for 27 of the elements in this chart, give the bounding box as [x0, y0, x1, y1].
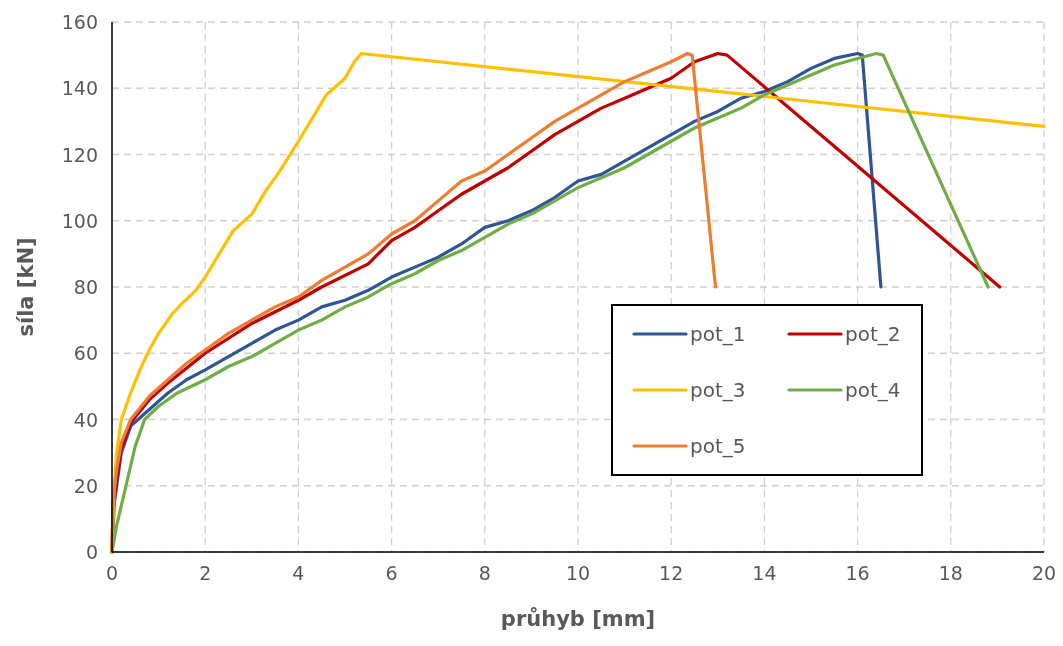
legend-label: pot_1	[690, 322, 746, 346]
x-tick-label: 14	[752, 562, 777, 584]
x-axis-title: průhyb [mm]	[500, 607, 656, 631]
y-tick-label: 80	[73, 276, 98, 298]
y-tick-label: 20	[73, 474, 98, 497]
x-tick-label: 18	[938, 562, 963, 584]
x-tick-label: 8	[478, 562, 491, 584]
x-tick-label: 4	[292, 562, 305, 584]
legend-label: pot_3	[690, 378, 746, 402]
y-tick-label: 0	[85, 541, 98, 563]
y-tick-label: 160	[61, 11, 98, 33]
x-tick-label: 6	[385, 562, 398, 584]
x-tick-label: 2	[199, 562, 212, 584]
legend-label: pot_4	[845, 378, 901, 402]
legend-label: pot_2	[845, 322, 901, 346]
legend-label: pot_5	[690, 434, 746, 458]
x-tick-label: 12	[659, 562, 684, 584]
x-tick-label: 10	[565, 562, 591, 584]
x-tick-label: 20	[1031, 562, 1057, 584]
y-tick-label: 60	[73, 342, 98, 365]
x-tick-label: 0	[105, 562, 119, 584]
y-tick-label: 100	[61, 209, 98, 232]
y-tick-label: 140	[61, 77, 98, 100]
y-tick-label: 40	[73, 408, 98, 431]
x-tick-label: 16	[845, 562, 870, 584]
y-axis-title: síla [kN]	[14, 237, 38, 337]
y-tick-label: 120	[61, 143, 98, 166]
